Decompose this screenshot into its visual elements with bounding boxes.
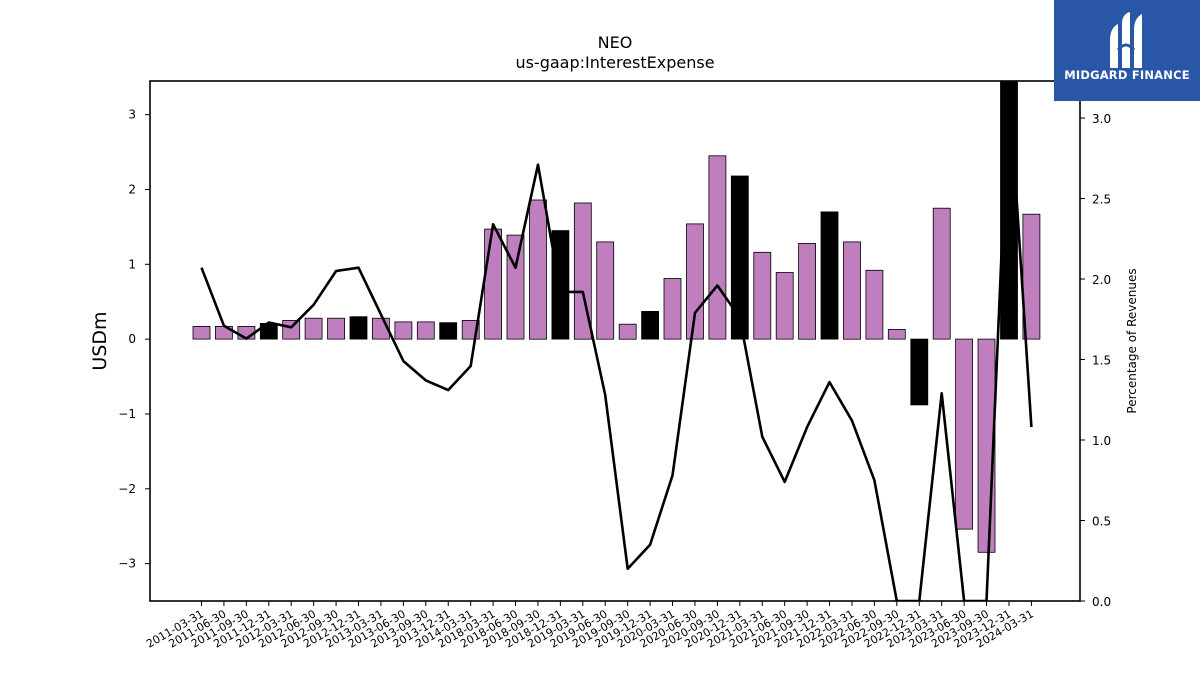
y-tick-label: −1 [118,407,136,421]
y2-tick-label: 2.5 [1092,193,1111,207]
bar [327,317,346,340]
bar [820,211,839,340]
bar [439,322,458,340]
y2-tick-label: 2.0 [1092,273,1111,287]
bar [663,278,682,340]
bar [843,241,861,340]
bar [349,316,368,340]
brand-logo: MIDGARD FINANCE [1054,0,1200,101]
y-tick-label: 0 [128,332,136,346]
y2-tick-label: 0.0 [1092,595,1111,609]
bar [641,310,659,340]
bar [484,228,503,340]
bar [910,338,929,406]
series-line [200,81,1033,601]
bar [775,272,794,340]
chart-subtitle: us-gaap:InterestExpense [515,53,714,72]
bar [955,338,973,530]
bar [529,199,547,340]
y-tick-label: −3 [118,557,136,571]
y2-tick-label: 1.0 [1092,434,1111,448]
bar [865,269,884,340]
bar [686,223,704,340]
bar [394,321,413,340]
bar [932,207,951,340]
y2-tick-label: 3.0 [1092,112,1111,126]
y-axis-label: USDm [89,311,111,370]
bar [416,321,435,340]
bar [708,155,727,340]
bar [730,175,749,340]
bar [192,325,211,340]
bar [506,234,525,340]
logo-text: MIDGARD FINANCE [1064,68,1190,82]
y-tick-label: 3 [128,108,136,122]
y2-tick-label: 1.5 [1092,354,1111,368]
y2-tick-label: 0.5 [1092,515,1111,529]
y-tick-label: 2 [128,182,136,196]
bar [753,251,772,340]
plot-frame [149,80,1081,602]
bar [618,323,637,340]
y-tick-label: 1 [128,257,136,271]
chart-title: NEO [598,33,633,52]
y2-axis-label: Percentage of Revenues [1125,268,1139,413]
midgard-logo-icon [1110,12,1142,68]
bar [282,319,301,340]
bar [596,241,615,340]
bar [573,202,592,340]
bar [798,242,816,340]
bar [304,317,323,340]
bar [887,328,906,340]
y-tick-label: −2 [118,482,136,496]
